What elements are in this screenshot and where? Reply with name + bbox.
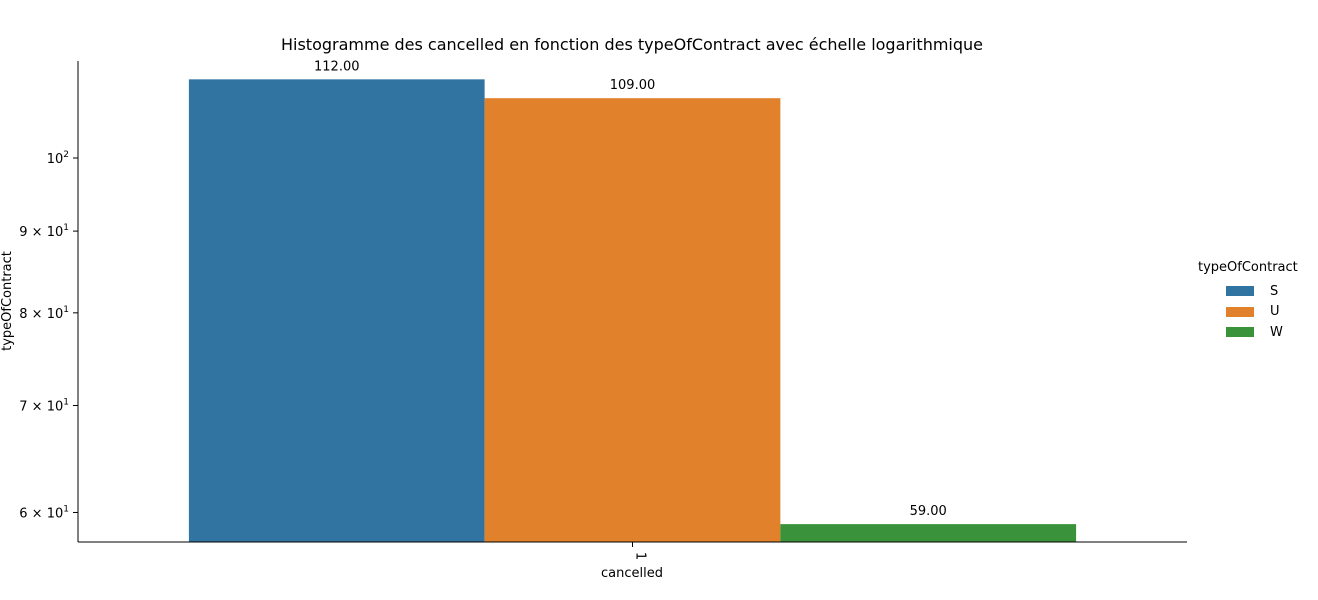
y-tick-label: 6 × 101 xyxy=(19,504,69,521)
x-ticks-group: 1 xyxy=(632,542,648,560)
y-axis-label: typeOfContract xyxy=(0,251,15,351)
bar-value-label-s: 112.00 xyxy=(314,59,360,74)
chart-title: Histogramme des cancelled en fonction de… xyxy=(280,35,983,54)
x-tick-label: 1 xyxy=(633,552,648,560)
legend-item-u: U xyxy=(1198,302,1298,323)
bar-u xyxy=(484,98,781,542)
legend-item-s: S xyxy=(1198,281,1298,302)
legend: typeOfContract S U W xyxy=(1198,260,1298,343)
y-ticks-group: 6 × 101 7 × 101 8 × 101 9 × 101 102 xyxy=(19,150,78,521)
y-tick-label: 102 xyxy=(47,150,69,167)
bar-labels-group: 112.00 109.00 59.00 xyxy=(314,59,947,519)
bar-w xyxy=(780,524,1077,542)
bar-value-label-w: 59.00 xyxy=(910,504,947,519)
legend-title: typeOfContract xyxy=(1198,260,1298,275)
legend-swatch-w xyxy=(1226,327,1254,338)
x-axis-label: cancelled xyxy=(601,566,663,581)
legend-label-s: S xyxy=(1270,283,1279,299)
y-tick-label: 8 × 101 xyxy=(19,305,69,322)
legend-swatch-u xyxy=(1226,306,1254,317)
legend-swatch-s xyxy=(1226,286,1254,297)
bar-s xyxy=(188,79,485,543)
legend-item-w: W xyxy=(1198,322,1298,343)
bars-group xyxy=(188,79,1077,543)
bar-value-label-u: 109.00 xyxy=(610,78,656,93)
y-tick-label: 7 × 101 xyxy=(19,397,69,414)
y-tick-label: 9 × 101 xyxy=(19,223,69,240)
legend-label-u: U xyxy=(1270,304,1280,320)
legend-label-w: W xyxy=(1270,324,1283,340)
